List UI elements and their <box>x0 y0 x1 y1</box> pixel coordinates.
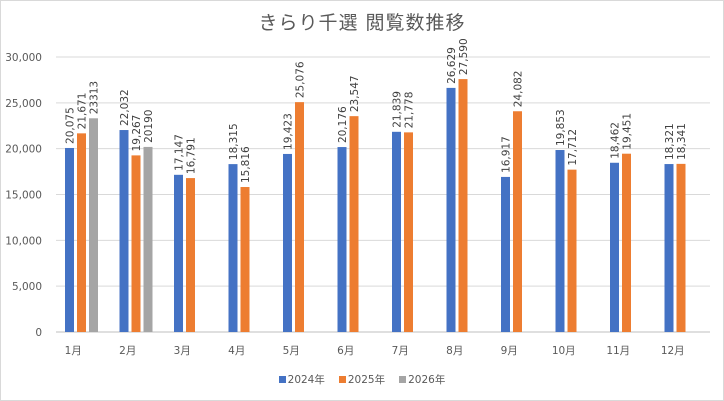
x-axis: 1月 2月 3月 4月 5月 6月 7月 8月 9月 10月 11月 12月 <box>65 345 685 357</box>
x-tick-label: 3月 <box>174 345 191 357</box>
y-tick-label: 5,000 <box>12 281 42 293</box>
x-tick-label: 8月 <box>446 345 463 357</box>
legend-label: 2024年 <box>287 374 325 386</box>
x-tick-label: 9月 <box>501 345 518 357</box>
x-tick-label: 12月 <box>661 345 685 357</box>
data-label: 21,839 <box>392 91 404 128</box>
y-tick-label: 20,000 <box>5 144 42 156</box>
bar <box>349 116 359 332</box>
x-tick-label: 2月 <box>119 345 136 357</box>
bar <box>77 133 86 332</box>
bar <box>186 178 195 332</box>
bar <box>131 155 141 332</box>
bar <box>295 102 304 333</box>
bar <box>664 164 674 332</box>
bar <box>404 132 413 332</box>
data-label: 23313 <box>89 81 101 114</box>
bars <box>65 79 686 333</box>
x-tick-label: 10月 <box>552 345 576 357</box>
x-tick-label: 1月 <box>65 345 82 357</box>
bar <box>337 147 347 332</box>
legend-label: 2025年 <box>347 374 386 386</box>
data-label: 19,423 <box>283 113 295 150</box>
legend-swatch <box>338 376 346 383</box>
bar <box>174 174 183 332</box>
data-label: 19,451 <box>622 113 634 150</box>
y-tick-label: 10,000 <box>5 235 42 247</box>
bar <box>240 187 250 332</box>
data-label: 24,082 <box>513 70 525 107</box>
data-label: 18,321 <box>664 123 676 160</box>
data-label: 17,712 <box>567 129 579 166</box>
x-tick-label: 5月 <box>283 345 300 357</box>
bar <box>392 131 401 332</box>
legend-item: 2025年 <box>338 372 386 387</box>
legend-label: 2026年 <box>408 374 446 386</box>
bar <box>283 153 292 332</box>
data-label: 25,076 <box>295 61 307 98</box>
bar <box>513 111 522 332</box>
data-label: 18,341 <box>676 123 688 160</box>
bar <box>567 169 577 332</box>
bar <box>143 146 153 332</box>
chart-title: きらり千選 閲覧数推移 <box>258 12 466 34</box>
data-label: 17,147 <box>174 134 186 171</box>
gridlines <box>56 56 710 333</box>
x-tick-label: 4月 <box>228 345 245 357</box>
data-label: 19,267 <box>131 115 143 152</box>
bar <box>65 147 74 332</box>
data-label: 20,075 <box>65 107 77 144</box>
data-label: 21,671 <box>77 93 89 130</box>
bar <box>119 130 129 332</box>
bar <box>622 153 631 332</box>
data-label: 21,778 <box>404 92 416 129</box>
data-label: 16,791 <box>186 137 198 174</box>
y-tick-label: 30,000 <box>5 52 42 64</box>
y-tick-label: 0 <box>35 327 42 339</box>
data-label: 18,462 <box>610 122 622 159</box>
y-tick-label: 15,000 <box>5 190 42 202</box>
data-label: 20,176 <box>337 106 349 143</box>
bar <box>676 163 686 332</box>
x-tick-label: 11月 <box>606 345 630 357</box>
data-label: 27,590 <box>458 38 470 75</box>
legend-item: 2026年 <box>399 372 445 387</box>
bar <box>446 87 456 332</box>
y-axis: 0 5,000 10,000 15,000 20,000 25,000 30,000 <box>5 52 42 339</box>
data-label: 26,629 <box>446 47 458 84</box>
legend-swatch <box>399 376 407 383</box>
data-label: 22,032 <box>119 89 131 126</box>
data-label: 16,917 <box>501 136 513 173</box>
x-tick-label: 7月 <box>392 345 409 357</box>
bar <box>458 79 468 332</box>
y-tick-label: 25,000 <box>5 98 42 110</box>
data-label: 20190 <box>143 110 155 143</box>
data-label: 23,547 <box>349 75 361 112</box>
bar <box>89 118 98 332</box>
legend-swatch <box>278 376 286 383</box>
bar <box>501 176 510 332</box>
data-label: 19,853 <box>555 109 567 146</box>
data-label: 18,315 <box>228 123 240 160</box>
legend-item: 2024年 <box>278 372 325 387</box>
bar <box>610 162 619 332</box>
bar <box>555 150 565 332</box>
x-tick-label: 6月 <box>337 345 354 357</box>
bar <box>228 164 238 332</box>
data-label: 15,816 <box>240 146 252 183</box>
legend: 2024年 2025年 2026年 <box>0 372 724 387</box>
